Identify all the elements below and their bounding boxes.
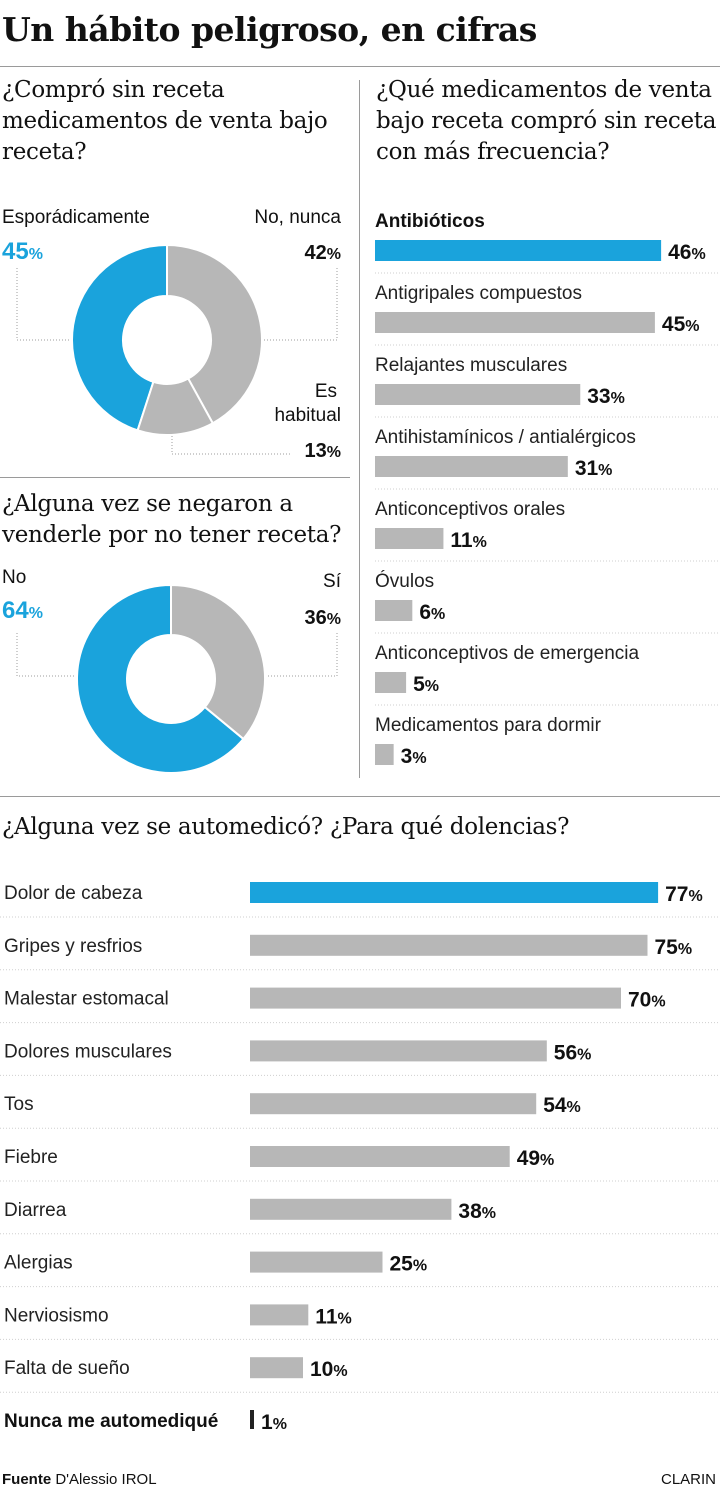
meds-chart-label-5: Anticonceptivos orales — [375, 499, 565, 520]
auto-chart-label-8: Alergias — [4, 1253, 73, 1274]
donut1-slice-3 — [136, 377, 215, 436]
donut2-label-no: No — [2, 567, 27, 588]
title-divider — [0, 66, 720, 67]
column-divider — [359, 80, 360, 778]
meds-chart-value-4: 31% — [575, 457, 613, 480]
auto-chart-bar-6 — [250, 1146, 510, 1167]
infographic-title: Un hábito peligroso, en cifras — [2, 10, 537, 49]
auto-chart-value-8: 25% — [390, 1253, 428, 1276]
donut2-label-si: Sí — [323, 571, 341, 592]
meds-chart-bar-7 — [375, 672, 407, 693]
meds-chart-bar-4 — [375, 456, 568, 477]
auto-chart-value-3: 70% — [628, 989, 666, 1012]
donut2-slice-1 — [76, 583, 245, 774]
auto-chart-label-2: Gripes y resfrios — [4, 936, 142, 957]
auto-chart-value-6: 49% — [517, 1147, 555, 1170]
auto-chart-bar-7 — [250, 1198, 452, 1220]
auto-chart-value-7: 38% — [458, 1200, 496, 1223]
meds-chart-label-1: Antibióticos — [375, 211, 485, 232]
auto-chart-label-7: Diarrea — [4, 1200, 67, 1221]
auto-chart-label-10: Falta de sueño — [4, 1358, 130, 1379]
auto-chart-bar-2 — [250, 934, 648, 956]
donut1-label-esporadicamente: Esporádicamente — [2, 207, 150, 228]
auto-chart-label-4: Dolores musculares — [4, 1041, 172, 1062]
meds-chart-label-3: Relajantes musculares — [375, 355, 567, 376]
footer-source-label: Fuente — [2, 1471, 52, 1488]
meds-chart-label-6: Óvulos — [375, 570, 434, 592]
donut2-leader-left — [16, 633, 74, 677]
donut1-slice-1 — [71, 243, 168, 432]
auto-chart-value-2: 75% — [655, 936, 693, 959]
donut1-pct-no-nunca: 42% — [304, 242, 341, 264]
auto-chart-label-3: Malestar estomacal — [4, 989, 169, 1010]
auto-chart-bar-3 — [250, 987, 621, 1009]
meds-chart-label-8: Medicamentos para dormir — [375, 715, 602, 736]
auto-chart-value-4: 56% — [554, 1041, 592, 1064]
auto-chart-label-11: Nunca me automediqué — [4, 1411, 218, 1432]
auto-chart-bar-5 — [250, 1093, 537, 1115]
donut1-leader-left — [16, 268, 70, 341]
auto-chart-label-1: Dolor de cabeza — [4, 883, 143, 904]
meds-chart-value-2: 45% — [662, 313, 700, 336]
meds-chart-bar-6 — [375, 600, 413, 621]
meds-chart-value-7: 5% — [413, 673, 439, 696]
meds-chart-label-7: Anticonceptivos de emergencia — [375, 643, 639, 664]
donut1-label-es-habitual-line1: Es — [314, 381, 337, 402]
donut1-leader-bottom — [171, 436, 290, 455]
auto-chart-bar-11 — [250, 1410, 254, 1429]
footer-brand: CLARIN — [660, 1471, 716, 1488]
meds-chart-label-2: Antigripales compuestos — [375, 283, 582, 304]
left-section-divider — [0, 477, 350, 478]
meds-chart-value-1: 46% — [668, 241, 706, 264]
meds-chart-value-8: 3% — [401, 745, 427, 768]
meds-chart-label-4: Antihistamínicos / antialérgicos — [375, 427, 636, 448]
donut1-label-no-nunca: No, nunca — [254, 207, 341, 228]
donut2-pct-si: 36% — [304, 607, 341, 629]
footer-source: Fuente D'Alessio IROL — [2, 1471, 157, 1488]
auto-chart-value-10: 10% — [310, 1358, 348, 1381]
auto-chart-value-9: 11% — [315, 1305, 351, 1328]
donut2-pct-no: 64% — [2, 597, 43, 624]
meds-chart-bar-2 — [375, 312, 655, 333]
auto-chart-bar-9 — [250, 1304, 309, 1326]
donut2-slice-2 — [170, 583, 266, 741]
meds-chart-value-5: 11% — [450, 529, 486, 552]
medicamentos-question: ¿Qué medicamentos de venta bajo receta c… — [376, 77, 717, 165]
auto-chart-bar-8 — [250, 1251, 383, 1273]
donut1-slice-2 — [166, 243, 263, 425]
auto-chart-bar-1 — [250, 882, 659, 903]
donut1-question: ¿Compró sin receta medicamentos de venta… — [2, 77, 328, 165]
meds-chart-bar-5 — [375, 528, 444, 549]
meds-chart-value-6: 6% — [419, 601, 445, 624]
meds-chart-bar-8 — [375, 744, 394, 765]
footer-source-name: D'Alessio IROL — [55, 1471, 157, 1488]
auto-chart-label-9: Nerviosismo — [4, 1305, 109, 1326]
donut2-leader-right — [268, 633, 338, 677]
auto-chart-value-1: 77% — [665, 883, 703, 906]
meds-chart-bar-3 — [375, 384, 581, 405]
automedicacion-question: ¿Alguna vez se automedicó? ¿Para qué dol… — [2, 814, 570, 840]
donut1-pct-esporadicamente: 45% — [2, 238, 43, 265]
donut1-label-es-habitual-line2: habitual — [274, 405, 341, 426]
auto-chart-bar-10 — [250, 1357, 303, 1379]
donut1-pct-es-habitual: 13% — [304, 440, 341, 462]
donut1-leader-right — [264, 268, 338, 341]
meds-chart-value-3: 33% — [587, 385, 625, 408]
section-divider — [0, 796, 720, 797]
auto-chart-label-5: Tos — [4, 1094, 34, 1115]
meds-chart-bar-1 — [375, 240, 662, 261]
auto-chart-value-5: 54% — [543, 1094, 581, 1117]
auto-chart-label-6: Fiebre — [4, 1147, 58, 1168]
auto-chart-value-11: 1% — [261, 1411, 287, 1434]
auto-chart-bar-4 — [250, 1040, 547, 1062]
donut2-question: ¿Alguna vez se negaron a venderle por no… — [2, 491, 342, 548]
